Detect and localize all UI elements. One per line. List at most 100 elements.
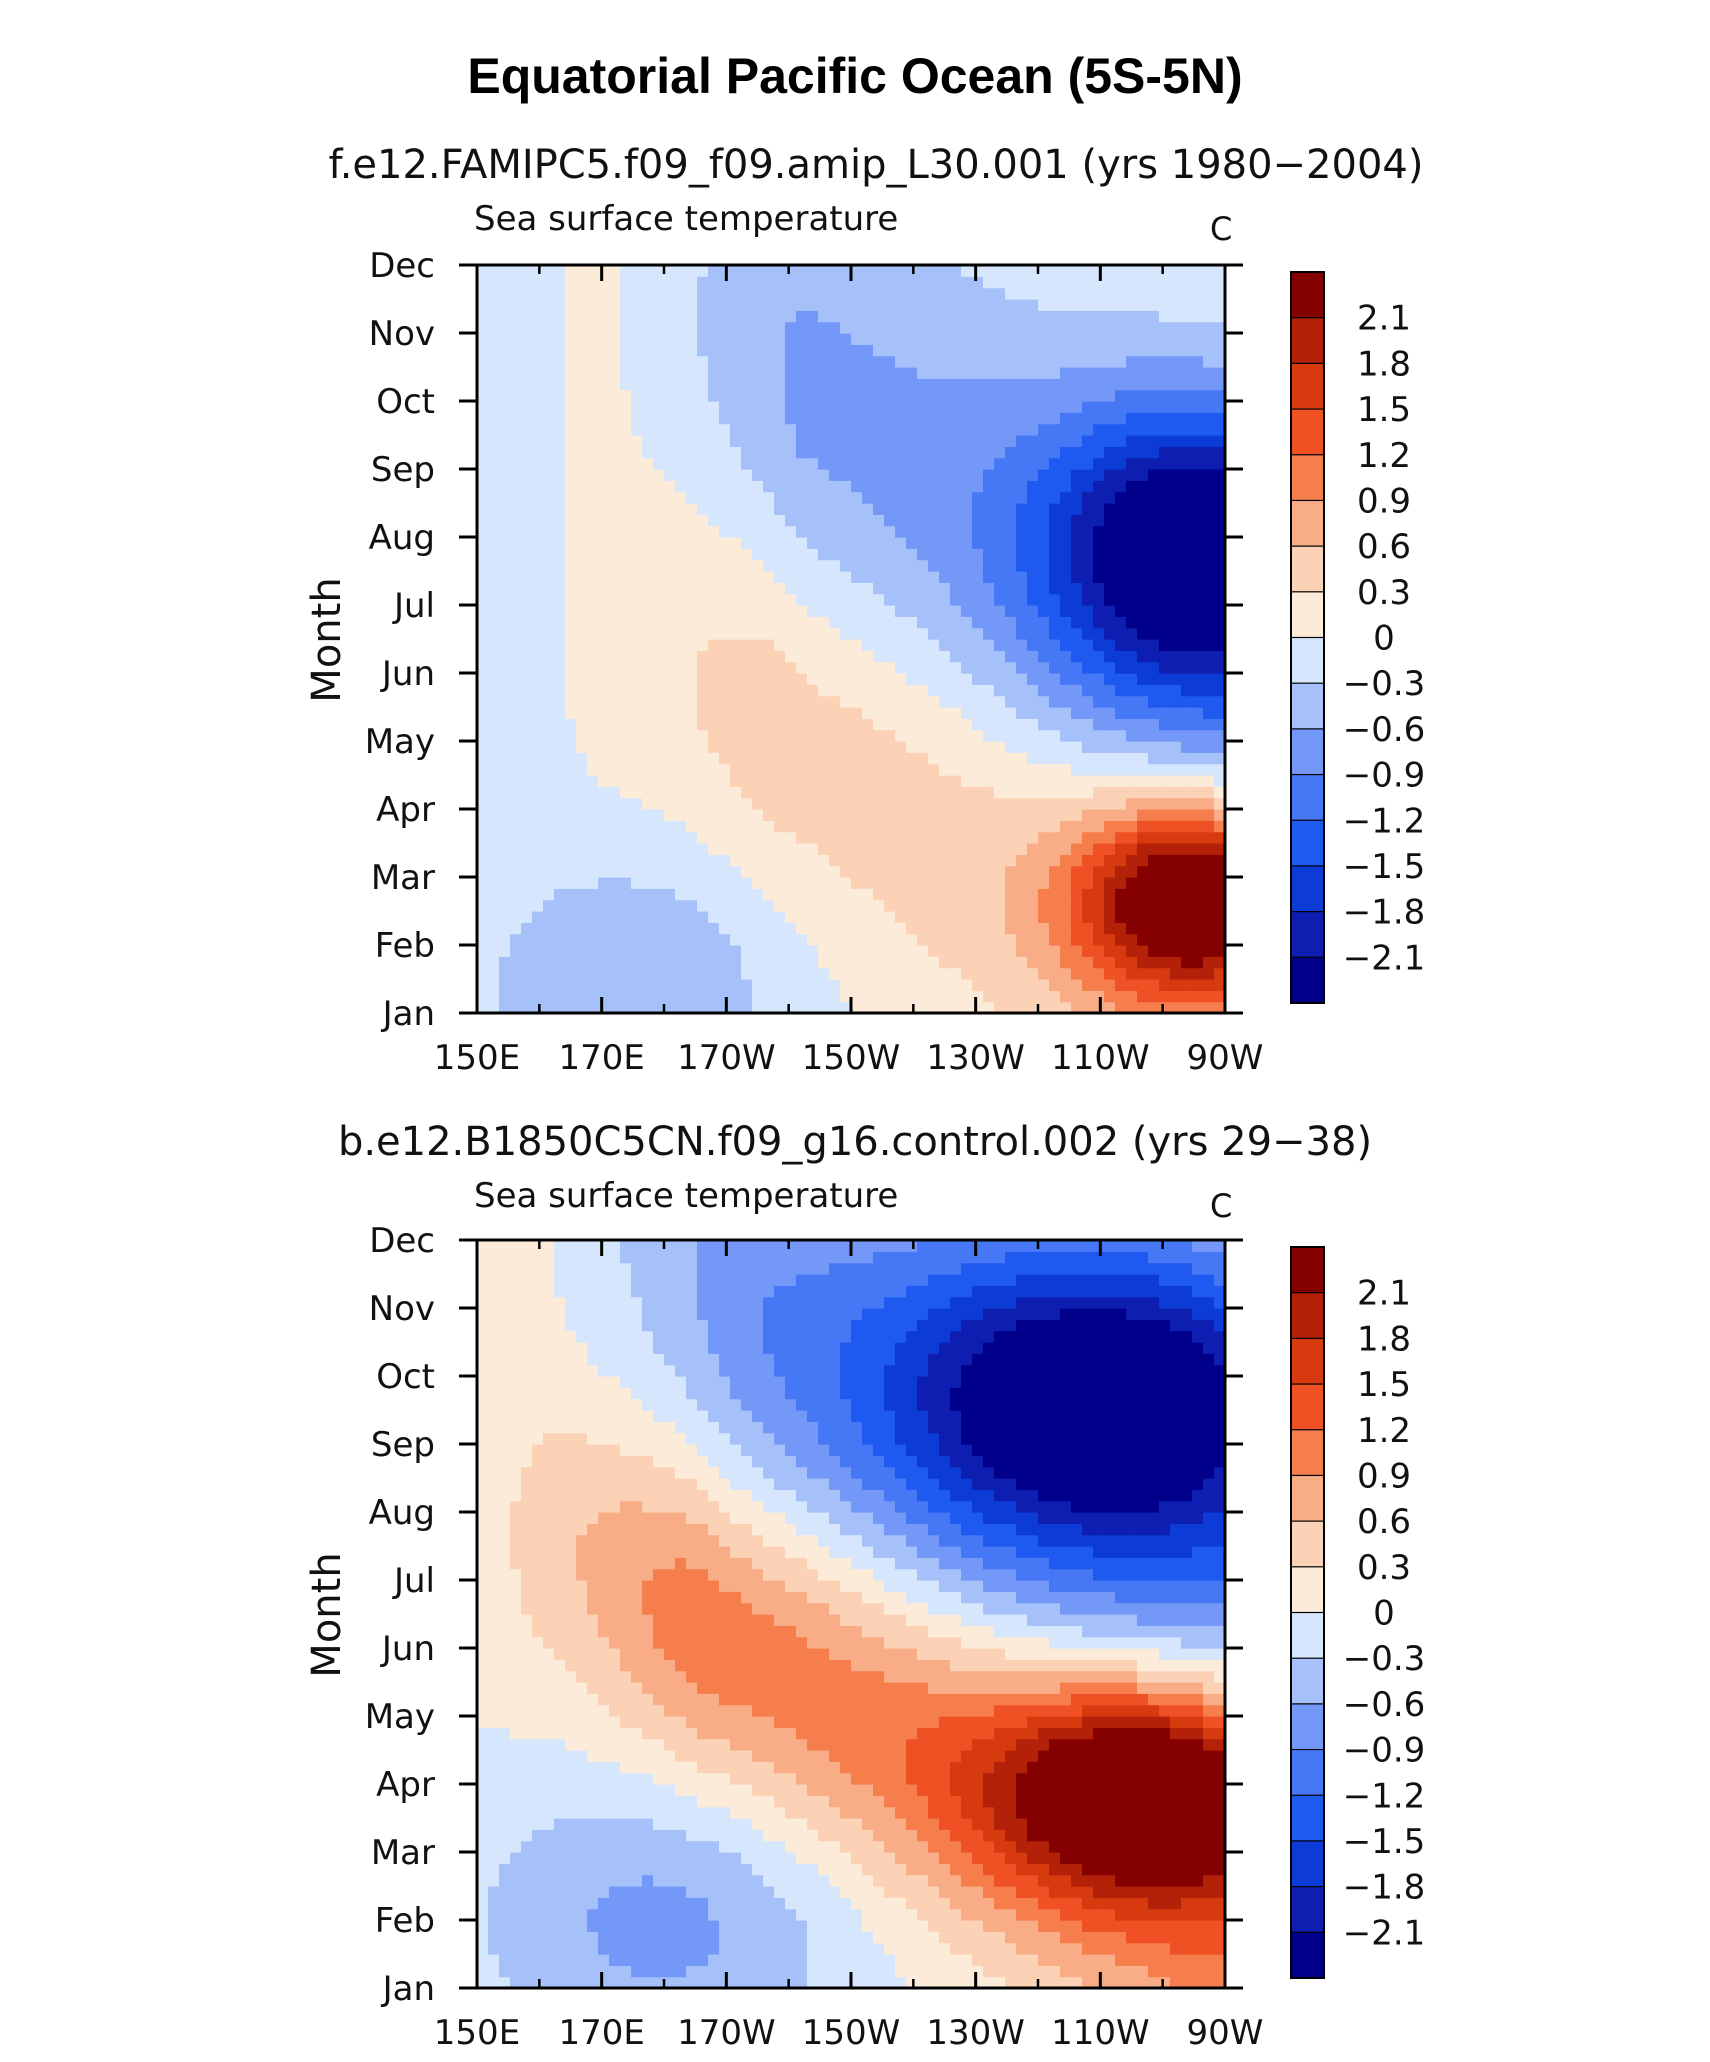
heatmap-cell — [664, 401, 676, 413]
heatmap-cell — [620, 877, 632, 889]
heatmap-cell — [1170, 695, 1182, 708]
heatmap-cell — [1071, 820, 1083, 833]
heatmap-cell — [895, 843, 907, 855]
heatmap-cell — [532, 639, 544, 651]
heatmap-cell — [697, 537, 709, 549]
heatmap-cell — [1126, 378, 1138, 391]
heatmap-cell — [1115, 922, 1127, 935]
heatmap-cell — [1137, 820, 1149, 833]
heatmap-cell — [818, 333, 830, 345]
heatmap-cell — [752, 333, 764, 345]
heatmap-cell — [477, 922, 489, 935]
heatmap-cell — [1115, 287, 1127, 300]
heatmap-cell — [543, 797, 555, 810]
panel-1: f.e12.FAMIPC5.f09_f09.amip_L30.001 (yrs … — [304, 142, 1425, 1078]
heatmap-cell — [510, 661, 522, 674]
heatmap-cell — [1104, 990, 1116, 1003]
heatmap-cell — [631, 287, 643, 300]
heatmap-cell — [873, 763, 885, 776]
heatmap-cell — [675, 718, 687, 731]
heatmap-cell — [1214, 899, 1226, 912]
heatmap-cell — [884, 899, 896, 912]
heatmap-cell — [884, 480, 896, 493]
heatmap-cell — [697, 1976, 709, 1989]
colorbar-frame — [1290, 271, 1325, 1004]
heatmap-cell — [972, 673, 984, 685]
heatmap-cell — [884, 548, 896, 561]
heatmap-cell — [774, 956, 786, 969]
heatmap-cell — [1049, 367, 1061, 379]
heatmap-cell — [972, 616, 984, 629]
heatmap-cell — [576, 1931, 588, 1944]
heatmap-cell — [543, 854, 555, 867]
heatmap-cell — [994, 831, 1006, 844]
heatmap-cell — [829, 1931, 841, 1944]
heatmap-cell — [675, 344, 687, 357]
heatmap-cell — [1071, 763, 1083, 776]
heatmap-cell — [532, 310, 544, 323]
heatmap-cell — [499, 537, 511, 549]
heatmap-cell — [1016, 933, 1028, 946]
heatmap-cell — [576, 990, 588, 1003]
heatmap-cell — [499, 469, 511, 481]
heatmap-cell — [697, 820, 709, 833]
heatmap-cell — [697, 888, 709, 901]
heatmap-cell — [675, 650, 687, 663]
heatmap-cell — [631, 525, 643, 538]
heatmap-cell — [499, 548, 511, 561]
heatmap-cell — [917, 276, 929, 289]
heatmap-cell — [532, 616, 544, 629]
heatmap-cell — [928, 707, 940, 719]
heatmap-cell — [1005, 469, 1017, 481]
heatmap-cell — [576, 605, 588, 617]
heatmap-cell — [741, 650, 753, 663]
heatmap-cell — [1038, 922, 1050, 935]
heatmap-cell — [829, 287, 841, 300]
y-tick-label: Feb — [375, 926, 435, 966]
heatmap-cell — [697, 695, 709, 708]
heatmap-cell — [829, 1965, 841, 1978]
heatmap-cell — [1082, 843, 1094, 855]
heatmap-cell — [1082, 593, 1094, 606]
heatmap-cell — [543, 1942, 555, 1955]
heatmap-cell — [873, 684, 885, 697]
heatmap-cell — [752, 695, 764, 708]
heatmap-cell — [609, 287, 621, 300]
heatmap-cell — [631, 741, 643, 753]
colorbar-label: −1.2 — [1343, 801, 1426, 841]
heatmap-cell — [1203, 809, 1215, 821]
heatmap-cell — [906, 389, 918, 402]
heatmap-cell — [1137, 922, 1149, 935]
heatmap-cell — [1082, 333, 1094, 345]
heatmap-cell — [730, 1965, 742, 1978]
heatmap-cell — [730, 854, 742, 867]
heatmap-cell — [1082, 367, 1094, 379]
heatmap-cell — [752, 593, 764, 606]
heatmap-cell — [961, 514, 973, 527]
heatmap-cell — [653, 401, 665, 413]
heatmap-cell — [829, 967, 841, 980]
heatmap-cell — [884, 310, 896, 323]
heatmap-cell — [576, 344, 588, 357]
heatmap-cell — [950, 1976, 962, 1989]
heatmap-cell — [576, 843, 588, 855]
heatmap-cell — [631, 831, 643, 844]
heatmap-cell — [675, 435, 687, 447]
heatmap-cell — [851, 514, 863, 527]
heatmap-cell — [1027, 503, 1039, 515]
heatmap-cell — [598, 1965, 610, 1978]
heatmap-cell — [774, 378, 786, 391]
heatmap-cell — [1214, 979, 1226, 991]
heatmap-cell — [576, 287, 588, 300]
heatmap-cell — [576, 877, 588, 889]
heatmap-cell — [928, 401, 940, 413]
heatmap-cell — [1137, 559, 1149, 572]
heatmap-cell — [565, 1931, 577, 1944]
heatmap-cell — [576, 797, 588, 810]
heatmap-cell — [752, 423, 764, 436]
heatmap-cell — [620, 888, 632, 901]
heatmap-cell — [609, 1976, 621, 1989]
heatmap-cell — [1159, 299, 1171, 311]
heatmap-cell — [862, 559, 874, 572]
heatmap-cell — [609, 571, 621, 583]
